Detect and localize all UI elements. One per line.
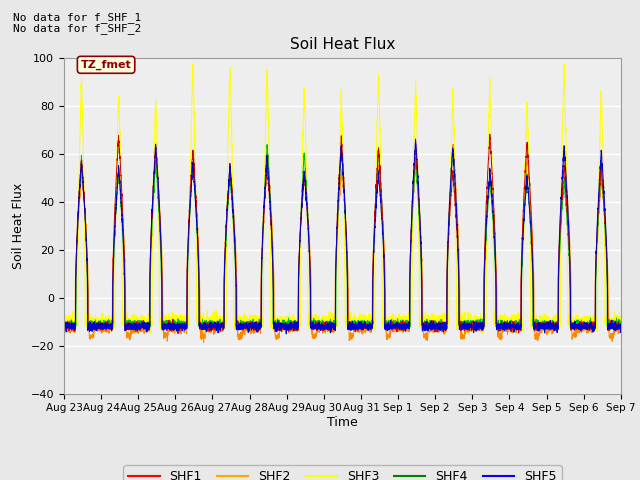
Text: TZ_fmet: TZ_fmet (81, 60, 131, 70)
SHF5 (468, 327, 476, 333)
Text: No data for f_SHF_1: No data for f_SHF_1 (13, 12, 141, 23)
SHF2 (499, 329, 507, 335)
SHF2 (468, 329, 476, 335)
SHF1 (499, 324, 507, 330)
SHF3 (322, 318, 330, 324)
SHF3 (324, 331, 332, 337)
SHF3 (60, 324, 68, 330)
Text: No data for f_SHF_2: No data for f_SHF_2 (13, 23, 141, 34)
X-axis label: Time: Time (327, 416, 358, 429)
SHF1 (160, 323, 168, 328)
SHF3 (616, 322, 624, 328)
SHF3 (468, 312, 476, 318)
Line: SHF1: SHF1 (64, 134, 621, 334)
SHF4 (436, 323, 444, 328)
SHF2 (60, 331, 68, 336)
SHF5 (436, 322, 444, 327)
Line: SHF3: SHF3 (64, 63, 621, 334)
SHF1 (486, 132, 493, 137)
SHF5 (412, 136, 419, 142)
SHF1 (617, 321, 625, 327)
SHF4 (322, 322, 330, 328)
SHF4 (499, 322, 507, 327)
SHF4 (617, 324, 625, 329)
SHF2 (449, 142, 457, 147)
SHF1 (616, 323, 624, 329)
SHF5 (617, 324, 625, 329)
SHF3 (499, 313, 507, 319)
SHF2 (160, 333, 168, 338)
Y-axis label: Soil Heat Flux: Soil Heat Flux (12, 182, 25, 269)
SHF4 (263, 142, 271, 147)
SHF4 (61, 328, 69, 334)
SHF1 (174, 331, 182, 336)
SHF3 (189, 60, 197, 66)
Line: SHF2: SHF2 (64, 144, 621, 343)
SHF5 (60, 319, 68, 325)
SHF2 (617, 327, 625, 333)
SHF3 (617, 316, 625, 322)
SHF1 (436, 321, 444, 326)
SHF4 (60, 323, 68, 329)
SHF5 (616, 324, 624, 329)
SHF4 (616, 321, 624, 326)
SHF2 (616, 324, 624, 330)
SHF3 (436, 317, 444, 323)
SHF1 (60, 324, 68, 330)
SHF1 (322, 319, 330, 325)
SHF5 (160, 324, 168, 330)
SHF2 (436, 326, 444, 332)
SHF4 (468, 321, 476, 327)
Line: SHF4: SHF4 (64, 144, 621, 331)
SHF3 (160, 314, 168, 320)
SHF5 (499, 324, 507, 330)
SHF5 (282, 331, 290, 337)
Title: Soil Heat Flux: Soil Heat Flux (290, 37, 395, 52)
SHF2 (200, 340, 207, 346)
Line: SHF5: SHF5 (64, 139, 621, 334)
SHF1 (467, 324, 475, 330)
SHF2 (322, 325, 330, 331)
SHF5 (322, 325, 330, 331)
SHF4 (161, 322, 168, 327)
Legend: SHF1, SHF2, SHF3, SHF4, SHF5: SHF1, SHF2, SHF3, SHF4, SHF5 (124, 465, 561, 480)
